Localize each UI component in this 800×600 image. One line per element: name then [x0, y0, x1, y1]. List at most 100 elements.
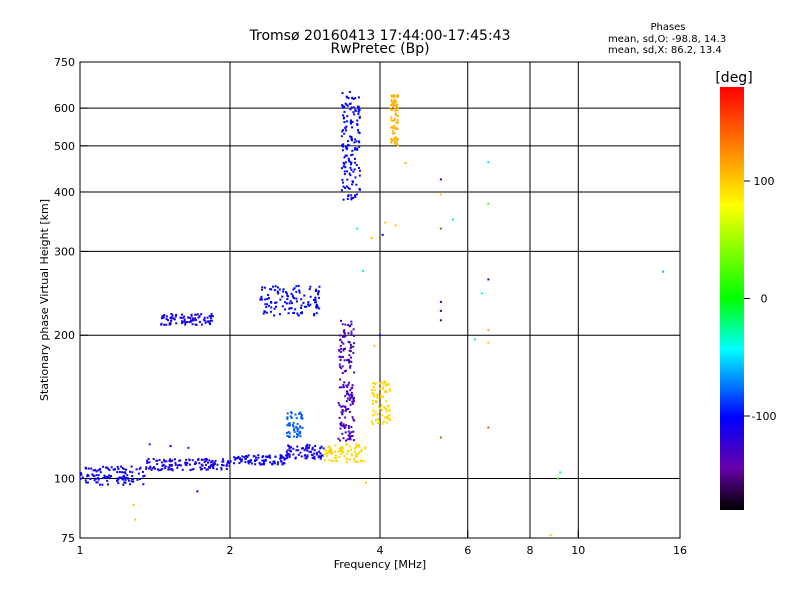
data-point — [262, 463, 265, 466]
data-point — [348, 172, 351, 175]
chart-title: Tromsø 20160413 17:44:00-17:45:43 — [249, 28, 511, 44]
data-point — [286, 294, 289, 297]
data-point — [315, 306, 318, 309]
data-point — [194, 461, 197, 464]
data-point — [393, 95, 396, 98]
data-point — [274, 301, 277, 304]
data-point — [325, 455, 328, 458]
data-point — [348, 349, 351, 352]
data-point — [394, 104, 397, 107]
data-point — [138, 467, 141, 470]
data-point — [293, 427, 296, 430]
data-point — [353, 457, 356, 460]
data-point — [287, 312, 290, 315]
data-point — [393, 98, 396, 101]
data-point — [344, 409, 347, 412]
data-point — [250, 462, 253, 465]
data-point — [340, 189, 343, 192]
data-point — [296, 430, 299, 433]
data-point — [264, 303, 267, 306]
x-tick-label: 6 — [464, 544, 471, 557]
data-point — [348, 381, 351, 384]
data-point — [294, 457, 297, 460]
data-point — [345, 96, 348, 99]
data-point — [203, 461, 206, 464]
data-point — [205, 463, 208, 466]
data-point — [237, 455, 240, 458]
data-point — [286, 431, 289, 434]
data-point — [131, 475, 134, 478]
data-point — [124, 472, 127, 475]
data-point — [184, 321, 187, 324]
data-point — [300, 306, 303, 309]
data-point — [352, 334, 355, 337]
data-point — [110, 475, 113, 478]
data-point — [356, 147, 359, 150]
data-point — [228, 464, 231, 467]
data-point — [308, 450, 311, 453]
data-point — [263, 286, 266, 289]
data-point — [341, 104, 344, 107]
data-point — [354, 195, 357, 198]
data-point — [246, 456, 249, 459]
data-point — [293, 430, 296, 433]
data-point — [208, 320, 211, 323]
data-point — [110, 466, 113, 469]
data-point — [393, 132, 396, 135]
data-point — [345, 185, 348, 188]
data-point — [105, 476, 108, 479]
data-point — [311, 446, 314, 449]
data-point — [390, 99, 393, 102]
data-point — [348, 398, 351, 401]
data-point — [349, 364, 352, 367]
data-point — [296, 312, 299, 315]
data-point — [345, 120, 348, 123]
data-point — [292, 429, 295, 432]
data-point — [350, 391, 353, 394]
data-point — [321, 454, 324, 457]
data-point — [331, 460, 334, 463]
data-point — [163, 458, 166, 461]
data-point — [295, 449, 298, 452]
data-point — [351, 153, 354, 156]
data-point — [297, 453, 300, 456]
x-tick-label: 8 — [527, 544, 534, 557]
data-point — [259, 297, 262, 300]
data-point — [371, 422, 374, 425]
data-point — [356, 122, 359, 125]
data-point — [306, 449, 309, 452]
data-point — [349, 389, 352, 392]
data-point — [358, 115, 361, 118]
data-point — [319, 447, 322, 450]
data-point — [346, 359, 349, 362]
data-point — [386, 416, 389, 419]
data-point — [301, 417, 304, 420]
data-point — [342, 185, 345, 188]
data-point — [346, 438, 349, 441]
data-point — [383, 406, 386, 409]
data-point — [198, 320, 201, 323]
y-axis-label: Stationary phase Virtual Height [km] — [38, 199, 51, 401]
data-point — [170, 463, 173, 466]
data-point — [294, 413, 297, 416]
colorbar-ticks: 100 0 -100 — [744, 175, 776, 423]
data-point — [338, 455, 341, 458]
data-point — [294, 308, 297, 311]
data-point — [379, 407, 382, 410]
data-point — [288, 445, 291, 448]
data-point — [180, 313, 183, 316]
data-point — [379, 382, 382, 385]
data-point — [188, 458, 191, 461]
data-point — [349, 121, 352, 124]
data-point — [122, 478, 125, 481]
data-point — [200, 323, 203, 326]
data-point — [396, 142, 399, 145]
data-point — [312, 298, 315, 301]
data-point — [340, 421, 343, 424]
data-point — [316, 305, 319, 308]
data-point — [351, 400, 354, 403]
data-point — [289, 300, 292, 303]
data-point — [357, 131, 360, 134]
data-point — [205, 468, 208, 471]
data-point — [354, 109, 357, 112]
